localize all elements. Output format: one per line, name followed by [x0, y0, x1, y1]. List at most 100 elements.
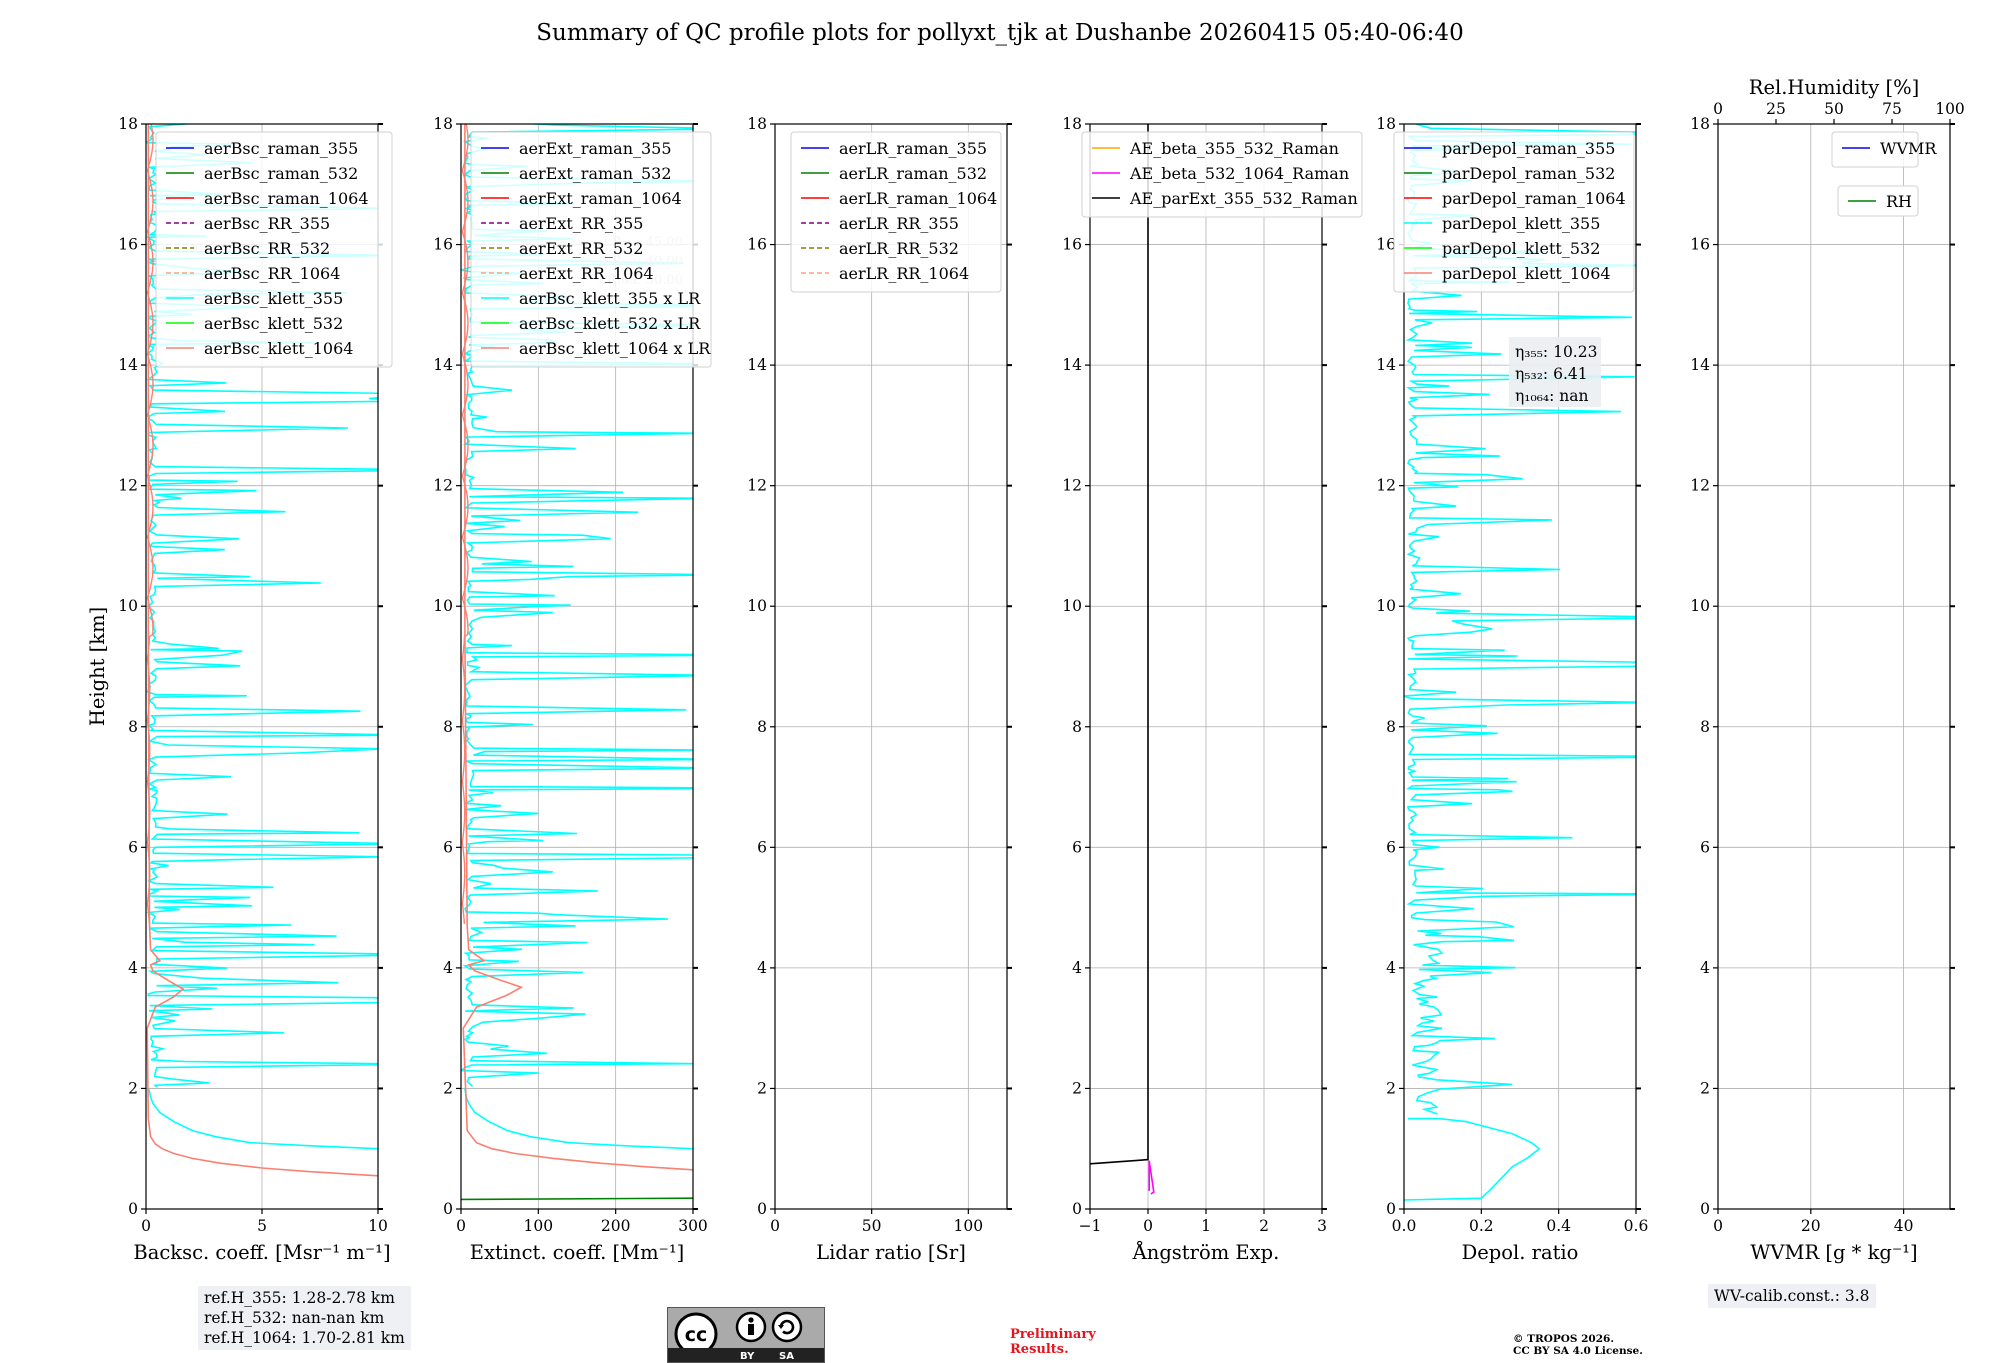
legend-label: aerBsc_klett_355	[204, 289, 343, 308]
x-tick-label: 40	[1894, 1217, 1914, 1235]
y-tick-label: 18	[747, 115, 767, 133]
legend-label: aerExt_raman_1064	[519, 189, 682, 208]
series-aerBsc_klett_1064 x LR	[462, 124, 693, 1171]
legend-label: RH	[1886, 192, 1912, 211]
legend-label: aerBsc_klett_532	[204, 314, 343, 333]
eta-label: η₃₅₅: 10.23	[1515, 343, 1597, 361]
y-tick-label: 0	[1386, 1200, 1396, 1218]
y-tick-label: 14	[1376, 356, 1396, 374]
x-tick-label: 1	[1201, 1217, 1211, 1235]
eta-label: η₁₀₆₄: nan	[1515, 387, 1589, 405]
x-axis-label: Backsc. coeff. [Msr⁻¹ m⁻¹]	[133, 1241, 390, 1264]
y-tick-label: 2	[1700, 1079, 1710, 1097]
legend-label: aerBsc_RR_1064	[204, 264, 340, 283]
y-tick-label: 16	[433, 236, 453, 254]
x-tick-label: 5	[257, 1217, 267, 1235]
y-tick-label: 12	[1376, 477, 1396, 495]
y-tick-label: 10	[747, 597, 767, 615]
x-tick-label: 0	[141, 1217, 151, 1235]
preliminary-results-note: Preliminary Results.	[1010, 1327, 1096, 1357]
legend-label: aerExt_raman_355	[519, 139, 672, 158]
y-tick-label: 14	[1062, 356, 1082, 374]
legend-label: aerLR_RR_532	[839, 239, 959, 258]
y-tick-label: 14	[1690, 356, 1710, 374]
cc-license-bar: BY SA	[668, 1348, 824, 1362]
y-tick-label: 18	[1690, 115, 1710, 133]
chart-depolarization: 0 2 4 6 8 10 12 14 16 18 0.0 0.2 0.4 0.6 Depol. ratio p…	[1376, 115, 1648, 1264]
copyright-note: © TROPOS 2026. CC BY SA 4.0 License.	[1513, 1333, 1643, 1357]
legend-box	[1837, 185, 1919, 217]
y-tick-label: 0	[1700, 1200, 1710, 1218]
legend: parDepol_raman_355 parDepol_raman_532 parD…	[1393, 131, 1635, 293]
x-tick-label: 50	[862, 1217, 882, 1235]
eta-box	[1509, 337, 1601, 407]
series-aerBsc_klett_355	[147, 1088, 378, 1150]
legend-label: aerExt_RR_532	[519, 239, 643, 258]
reference-height-box: ref.H_355: 1.28-2.78 km ref.H_532: nan-n…	[198, 1286, 411, 1350]
y-tick-label: 6	[1072, 838, 1082, 856]
y-tick-label: 8	[757, 718, 767, 736]
y-tick-label: 4	[1072, 959, 1082, 977]
x-axis-label: Ångström Exp.	[1132, 1239, 1280, 1264]
top-tick-label: 75	[1882, 100, 1902, 118]
series-aerExt_raman_532	[461, 1197, 693, 1201]
legend-label: aerBsc_raman_1064	[204, 189, 369, 208]
y-tick-label: 14	[747, 356, 767, 374]
legend-label: aerExt_RR_1064	[519, 264, 654, 283]
y-tick-label: 16	[1690, 236, 1710, 254]
legend-label: aerBsc_RR_355	[204, 214, 330, 233]
y-tick-label: 4	[1700, 959, 1710, 977]
legend-label: aerLR_RR_1064	[839, 264, 969, 283]
y-tick-label: 12	[1690, 477, 1710, 495]
y-tick-label: 10	[1690, 597, 1710, 615]
top-axis-label: Rel.Humidity [%]	[1749, 76, 1919, 99]
data-layer	[1090, 124, 1155, 1195]
legend-label: aerBsc_raman_532	[204, 164, 358, 183]
axes-frame	[1403, 123, 1637, 1210]
y-tick-label: 18	[1376, 115, 1396, 133]
svg-text:cc: cc	[685, 1324, 708, 1346]
y-tick-label: 16	[1376, 236, 1396, 254]
series-klett-1064-upper	[461, 124, 469, 924]
legend-label: aerLR_raman_355	[839, 139, 987, 158]
series-aerBsc_klett_1064	[146, 124, 378, 1177]
x-tick-label: 20	[1801, 1217, 1821, 1235]
y-tick-label: 2	[1386, 1079, 1396, 1097]
preliminary-line-2: Results.	[1010, 1342, 1069, 1357]
x-tick-label: 0	[456, 1217, 466, 1235]
legend-label: aerLR_raman_1064	[839, 189, 997, 208]
series-AE_beta_532_1064_Raman	[1148, 1160, 1155, 1195]
wv-calibration-constant: WV-calib.const.: 3.8	[1708, 1284, 1876, 1308]
y-tick-label: 8	[128, 718, 138, 736]
x-axis-label: Extinct. coeff. [Mm⁻¹]	[470, 1241, 685, 1264]
legend-box	[155, 131, 393, 368]
legend-label: aerBsc_RR_532	[204, 239, 330, 258]
chart-extinction: 0 2 4 6 8 10 12 14 16 18 0 100 200 300 Extinct. coeff.…	[433, 115, 712, 1264]
top-tick-label: 50	[1824, 100, 1844, 118]
legend: WVMR RH	[1831, 131, 1937, 217]
cc-license-badge: cc BY SA	[667, 1307, 825, 1363]
y-tick-label: 12	[118, 477, 138, 495]
ref-h-355: ref.H_355: 1.28-2.78 km	[204, 1289, 395, 1307]
y-tick-label: 0	[128, 1200, 138, 1218]
axes-frame	[460, 123, 694, 1210]
legend-label: parDepol_raman_1064	[1442, 189, 1626, 208]
x-tick-label: 100	[954, 1217, 984, 1235]
legend-label: aerExt_RR_355	[519, 214, 643, 233]
y-tick-label: 8	[1700, 718, 1710, 736]
legend-label: parDepol_klett_1064	[1442, 264, 1611, 283]
x-tick-label: 0.2	[1469, 1217, 1494, 1235]
y-axis-label: Height [km]	[86, 607, 109, 726]
x-tick-label: 300	[678, 1217, 708, 1235]
y-tick-label: 0	[757, 1200, 767, 1218]
x-tick-label: 0.4	[1546, 1217, 1571, 1235]
cc-by-label: BY	[740, 1351, 755, 1362]
y-tick-label: 8	[1386, 718, 1396, 736]
x-tick-label: 0	[770, 1217, 780, 1235]
copyright-line-1: © TROPOS 2026.	[1513, 1333, 1615, 1345]
legend-label: parDepol_raman_532	[1442, 164, 1615, 183]
series-klett-1064-upper	[146, 124, 154, 924]
x-axis-label: Lidar ratio [Sr]	[816, 1241, 966, 1264]
series-aerBsc_klett_355 x LR	[464, 1088, 693, 1150]
